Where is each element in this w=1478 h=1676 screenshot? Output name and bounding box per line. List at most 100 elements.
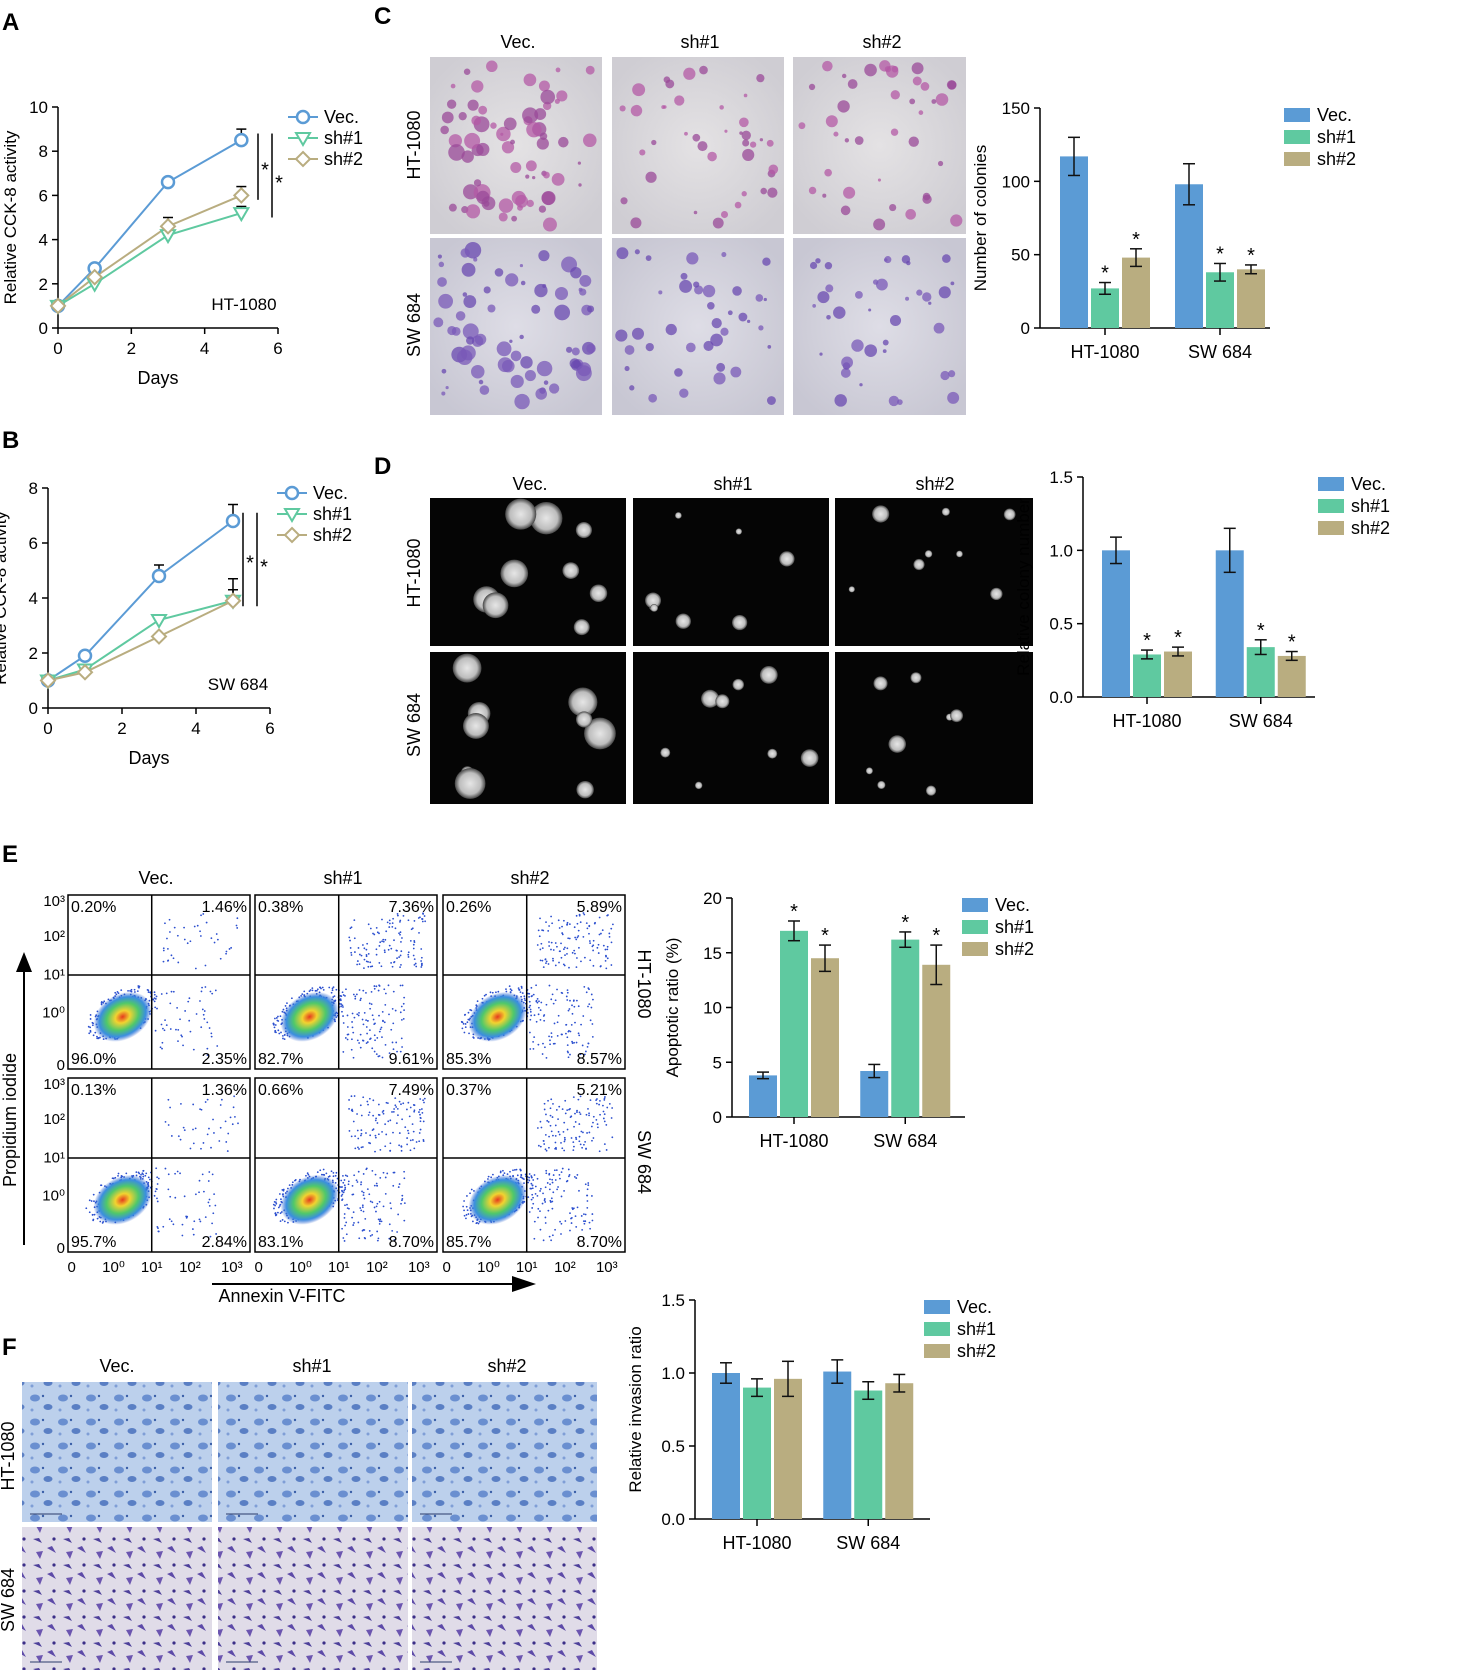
sphere-image [835,498,1033,646]
colony [461,262,476,277]
event-dot [282,1008,285,1011]
event-dot [419,1113,421,1116]
event-dot [206,1021,209,1024]
event-dot [562,1130,565,1133]
event-dot [372,1114,375,1117]
colony-dish-image [612,238,784,415]
bar [811,958,839,1117]
event-dot [163,1029,166,1032]
event-dot [517,987,520,989]
event-dot [367,952,370,955]
event-dot [316,988,319,991]
colony [531,304,541,314]
event-dot [606,957,609,960]
bar [854,1390,883,1519]
event-dot [353,1222,355,1224]
colony [585,65,595,75]
series-line-2 [47,599,234,682]
event-dot [491,1173,494,1176]
sphere [865,767,873,775]
event-dot [354,995,357,998]
event-dot [579,1143,582,1146]
event-dot [390,1207,393,1210]
event-dot [356,1013,359,1016]
event-dot [545,962,547,965]
event-dot [403,1202,406,1205]
y-tick-label: 0.0 [661,1510,685,1529]
event-dot [544,1046,546,1049]
event-dot [392,1110,395,1113]
event-dot [541,1202,544,1205]
colony [889,203,897,212]
event-dot [351,1108,354,1111]
flow-x-tick-label: 10² [366,1259,388,1276]
event-dot [99,1220,102,1223]
event-dot [585,1147,587,1150]
event-dot [341,1186,343,1188]
colony [554,286,569,301]
sphere [454,768,486,799]
event-dot [420,948,423,950]
event-dot [543,1108,546,1111]
event-dot [544,1133,547,1136]
event-dot [586,927,589,930]
legend-label: sh#2 [1317,149,1356,169]
event-dot [463,1200,465,1202]
colony [632,83,646,97]
colony [697,141,708,152]
event-dot [548,1135,550,1138]
event-dot [423,915,426,917]
event-dot [89,1026,92,1029]
event-dot [91,1214,94,1216]
event-dot [589,959,592,962]
event-dot [214,1204,217,1207]
event-dot [528,1211,531,1213]
event-dot [358,1042,361,1044]
event-dot [400,1103,402,1106]
event-dot [272,1022,275,1025]
legend-swatch [924,1344,950,1358]
event-dot [552,1134,554,1137]
colony [446,99,457,109]
event-dot [554,1124,557,1127]
event-dot [403,1219,406,1222]
event-dot [588,924,591,927]
event-dot [145,1172,148,1175]
sphere [848,586,855,593]
event-dot [463,1209,465,1212]
colony [699,65,708,75]
bar [749,1075,777,1117]
event-dot [398,1100,401,1103]
event-dot [147,1176,150,1179]
event-dot [363,1229,366,1231]
event-dot [569,1030,572,1033]
row-label-ht1080: HT-1080 [404,110,424,179]
series-line-0 [57,139,242,307]
colony [490,122,497,129]
legend-label: sh#1 [313,504,352,524]
event-dot [376,1202,379,1205]
event-dot [418,1132,421,1134]
event-dot [388,1052,391,1055]
event-dot [206,1133,209,1136]
event-dot [356,1181,359,1183]
event-dot [586,1045,589,1048]
legend-swatch [1284,130,1310,144]
event-dot [354,1135,357,1138]
bar [1102,550,1130,697]
colony [755,294,764,302]
event-dot [155,1167,158,1170]
event-dot [419,1116,422,1119]
event-dot [153,1194,156,1197]
event-dot [422,1120,425,1123]
event-dot [512,1169,514,1172]
event-dot [547,1099,549,1102]
event-dot [541,947,544,950]
event-dot [587,1184,590,1187]
event-dot [413,1110,416,1113]
event-dot [576,922,579,925]
event-dot [235,924,238,927]
event-dot [400,1145,403,1148]
sphere [872,505,890,523]
event-dot [589,1019,592,1022]
